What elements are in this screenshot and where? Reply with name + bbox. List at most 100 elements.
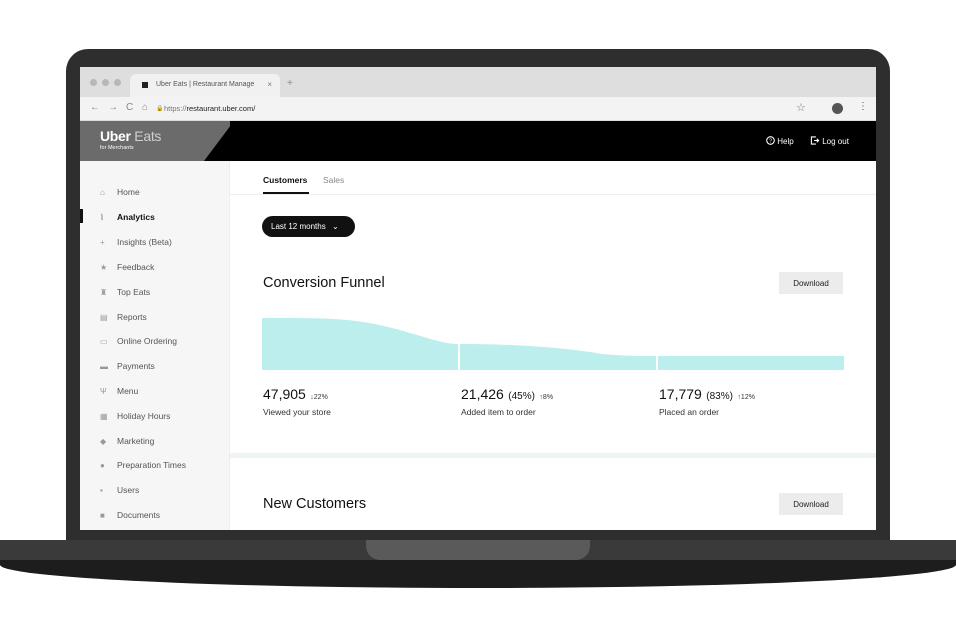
brand-logo[interactable]: Uber Eats (100, 128, 161, 144)
sidebar-item-label: Payments (117, 361, 155, 371)
sidebar-item-label: Home (117, 187, 140, 197)
stat-percent: (83%) (706, 391, 733, 402)
sidebar-item-users[interactable]: ▪ Users (100, 485, 139, 495)
section-divider (230, 453, 876, 458)
bookmark-star-icon[interactable]: ☆ (796, 102, 806, 114)
stat-label: Added item to order (461, 407, 536, 417)
utensils-icon: Ψ (100, 387, 107, 396)
tab-close-icon[interactable]: × (267, 80, 272, 89)
sidebar-item-label: Marketing (117, 436, 155, 446)
laptop-icon: ▭ (100, 337, 108, 346)
brand-uber: Uber (100, 128, 131, 144)
new-tab-button[interactable]: + (287, 78, 293, 89)
home-icon[interactable]: ⌂ (142, 102, 149, 113)
laptop-bottom (0, 560, 956, 588)
stat-label: Viewed your store (263, 407, 331, 417)
sidebar-item-documents[interactable]: ■ Documents (100, 510, 160, 520)
url-domain: restaurant.uber.com/ (186, 104, 256, 113)
address-bar: ← → C ⌂ 🔒 https://restaurant.uber.com/ ☆… (80, 97, 876, 121)
funnel-download-button[interactable]: Download (779, 272, 843, 294)
sidebar-item-label: Reports (117, 312, 147, 322)
home-icon: ⌂ (100, 188, 105, 197)
credit-card-icon: ▬ (100, 362, 108, 371)
new-customers-download-button[interactable]: Download (779, 493, 843, 515)
sidebar-item-feedback[interactable]: ★ Feedback (100, 262, 154, 272)
period-label: Last 12 months (271, 222, 326, 231)
sidebar-item-payments[interactable]: ▬ Payments (100, 361, 155, 371)
tag-icon: ◆ (100, 437, 107, 446)
star-icon: ★ (100, 263, 108, 272)
sidebar-item-marketing[interactable]: ◆ Marketing (100, 436, 154, 446)
brand-slant (204, 121, 234, 161)
help-label: Help (777, 137, 794, 146)
chevron-down-icon: ⌄ (331, 222, 339, 231)
stat-label: Placed an order (659, 407, 720, 417)
brand-subtitle: for Merchants (100, 145, 134, 151)
browser-menu-icon[interactable]: ⋮ (858, 101, 868, 112)
stat-value: 47,905 (263, 386, 306, 402)
sidebar-item-label: Top Eats (117, 287, 151, 297)
users-icon: ▪ (100, 486, 103, 495)
sidebar-item-analytics[interactable]: ⌇ Analytics (100, 212, 155, 222)
tab-customers[interactable]: Customers (263, 175, 308, 185)
sidebar-item-preparation-times[interactable]: ● Preparation Times (100, 460, 186, 470)
url-field[interactable]: https://restaurant.uber.com/ (164, 104, 255, 113)
tab-active-underline (263, 192, 309, 194)
forward-icon[interactable]: → (108, 102, 118, 113)
stat-value: 17,779 (659, 386, 702, 402)
sidebar-active-indicator (80, 209, 83, 223)
sidebar-item-label: Analytics (117, 212, 155, 222)
stat-delta: ↑12% (737, 394, 755, 401)
reload-icon[interactable]: C (126, 102, 134, 113)
help-circle-icon: ? (766, 136, 775, 145)
uber-favicon-icon (142, 82, 148, 88)
stat-value: 21,426 (461, 386, 504, 402)
svg-text:?: ? (769, 139, 772, 145)
sidebar-item-online-ordering[interactable]: ▭ Online Ordering (100, 336, 177, 346)
brand-eats: Eats (134, 128, 162, 144)
sidebar-item-menu[interactable]: Ψ Menu (100, 386, 138, 396)
folder-icon: ■ (100, 511, 105, 520)
sidebar-item-reports[interactable]: ▤ Reports (100, 312, 147, 322)
conversion-funnel-title: Conversion Funnel (263, 275, 385, 291)
sidebar-item-holiday-hours[interactable]: ▦ Holiday Hours (100, 411, 170, 421)
sidebar-item-label: Users (117, 485, 140, 495)
browser-tab[interactable]: Uber Eats | Restaurant Manage × (130, 74, 280, 97)
back-icon[interactable]: ← (90, 102, 100, 113)
trophy-icon: ♜ (100, 288, 108, 297)
help-link[interactable]: ? Help (766, 136, 794, 146)
tab-title: Uber Eats | Restaurant Manage (156, 81, 255, 88)
lock-icon: 🔒 (156, 106, 164, 112)
stat-delta: ↑8% (539, 394, 554, 401)
chart-icon: ⌇ (100, 213, 104, 222)
browser-tabbar: Uber Eats | Restaurant Manage × + (80, 67, 876, 97)
window-close-dot[interactable] (90, 79, 97, 86)
sidebar-item-top-eats[interactable]: ♜ Top Eats (100, 287, 150, 297)
laptop-notch (366, 540, 590, 560)
new-customers-title: New Customers (263, 496, 367, 512)
stat-percent: (45%) (508, 391, 535, 402)
sidebar-item-label: Feedback (117, 262, 155, 272)
logout-icon (810, 136, 820, 145)
logout-link[interactable]: Log out (810, 136, 849, 146)
period-dropdown[interactable]: Last 12 months ⌄ (262, 216, 355, 237)
screen: Uber Eats | Restaurant Manage × + ← → C … (80, 67, 876, 530)
tab-sales[interactable]: Sales (323, 175, 345, 185)
funnel-segment-added (460, 344, 656, 370)
sidebar-item-label: Menu (117, 386, 139, 396)
profile-avatar[interactable] (832, 103, 843, 114)
sidebar-item-home[interactable]: ⌂ Home (100, 187, 140, 197)
window-zoom-dot[interactable] (114, 79, 121, 86)
sidebar-item-label: Holiday Hours (117, 411, 171, 421)
sidebar-item-label: Insights (Beta) (117, 237, 172, 247)
stat-delta: ↓22% (310, 394, 328, 401)
sidebar-item-label: Online Ordering (117, 336, 178, 346)
sidebar-item-label: Documents (117, 510, 160, 520)
sidebar-item-insights[interactable]: + Insights (Beta) (100, 237, 172, 247)
calendar-icon: ▦ (100, 412, 108, 421)
stat-added: 21,426 (45%) ↑8% Added item to order (461, 386, 553, 417)
logout-label: Log out (822, 137, 849, 146)
window-minimize-dot[interactable] (102, 79, 109, 86)
sidebar (80, 161, 230, 530)
main-tabs: Customers Sales (230, 161, 876, 195)
